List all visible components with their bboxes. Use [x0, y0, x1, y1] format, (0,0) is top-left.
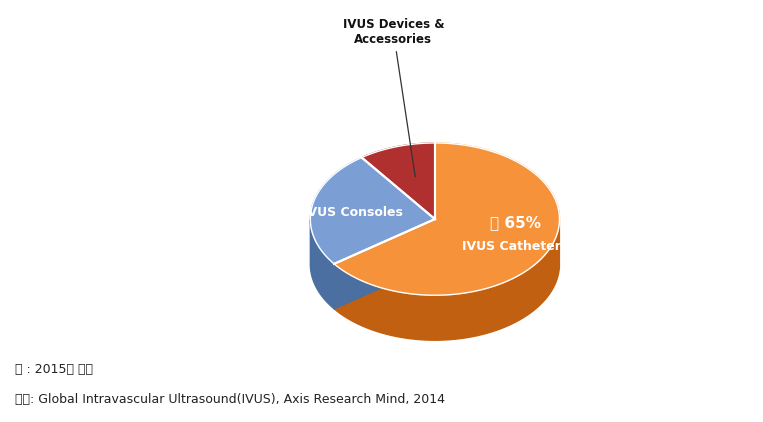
Text: 자료: Global Intravascular Ultrasound(IVUS), Axis Research Mind, 2014: 자료: Global Intravascular Ultrasound(IVUS… [15, 393, 446, 406]
Text: 약 65%: 약 65% [490, 215, 541, 230]
Polygon shape [334, 143, 559, 295]
Polygon shape [334, 219, 435, 309]
Text: IVUS Devices &
Accessories: IVUS Devices & Accessories [343, 18, 444, 177]
Polygon shape [311, 157, 435, 264]
Text: IVUS Consoles: IVUS Consoles [304, 206, 404, 219]
Polygon shape [362, 143, 435, 219]
Polygon shape [334, 219, 435, 309]
Polygon shape [311, 220, 334, 309]
Text: 주 : 2015년 예상: 주 : 2015년 예상 [15, 363, 93, 376]
Polygon shape [334, 222, 559, 340]
Text: IVUS Catheters: IVUS Catheters [462, 240, 568, 253]
